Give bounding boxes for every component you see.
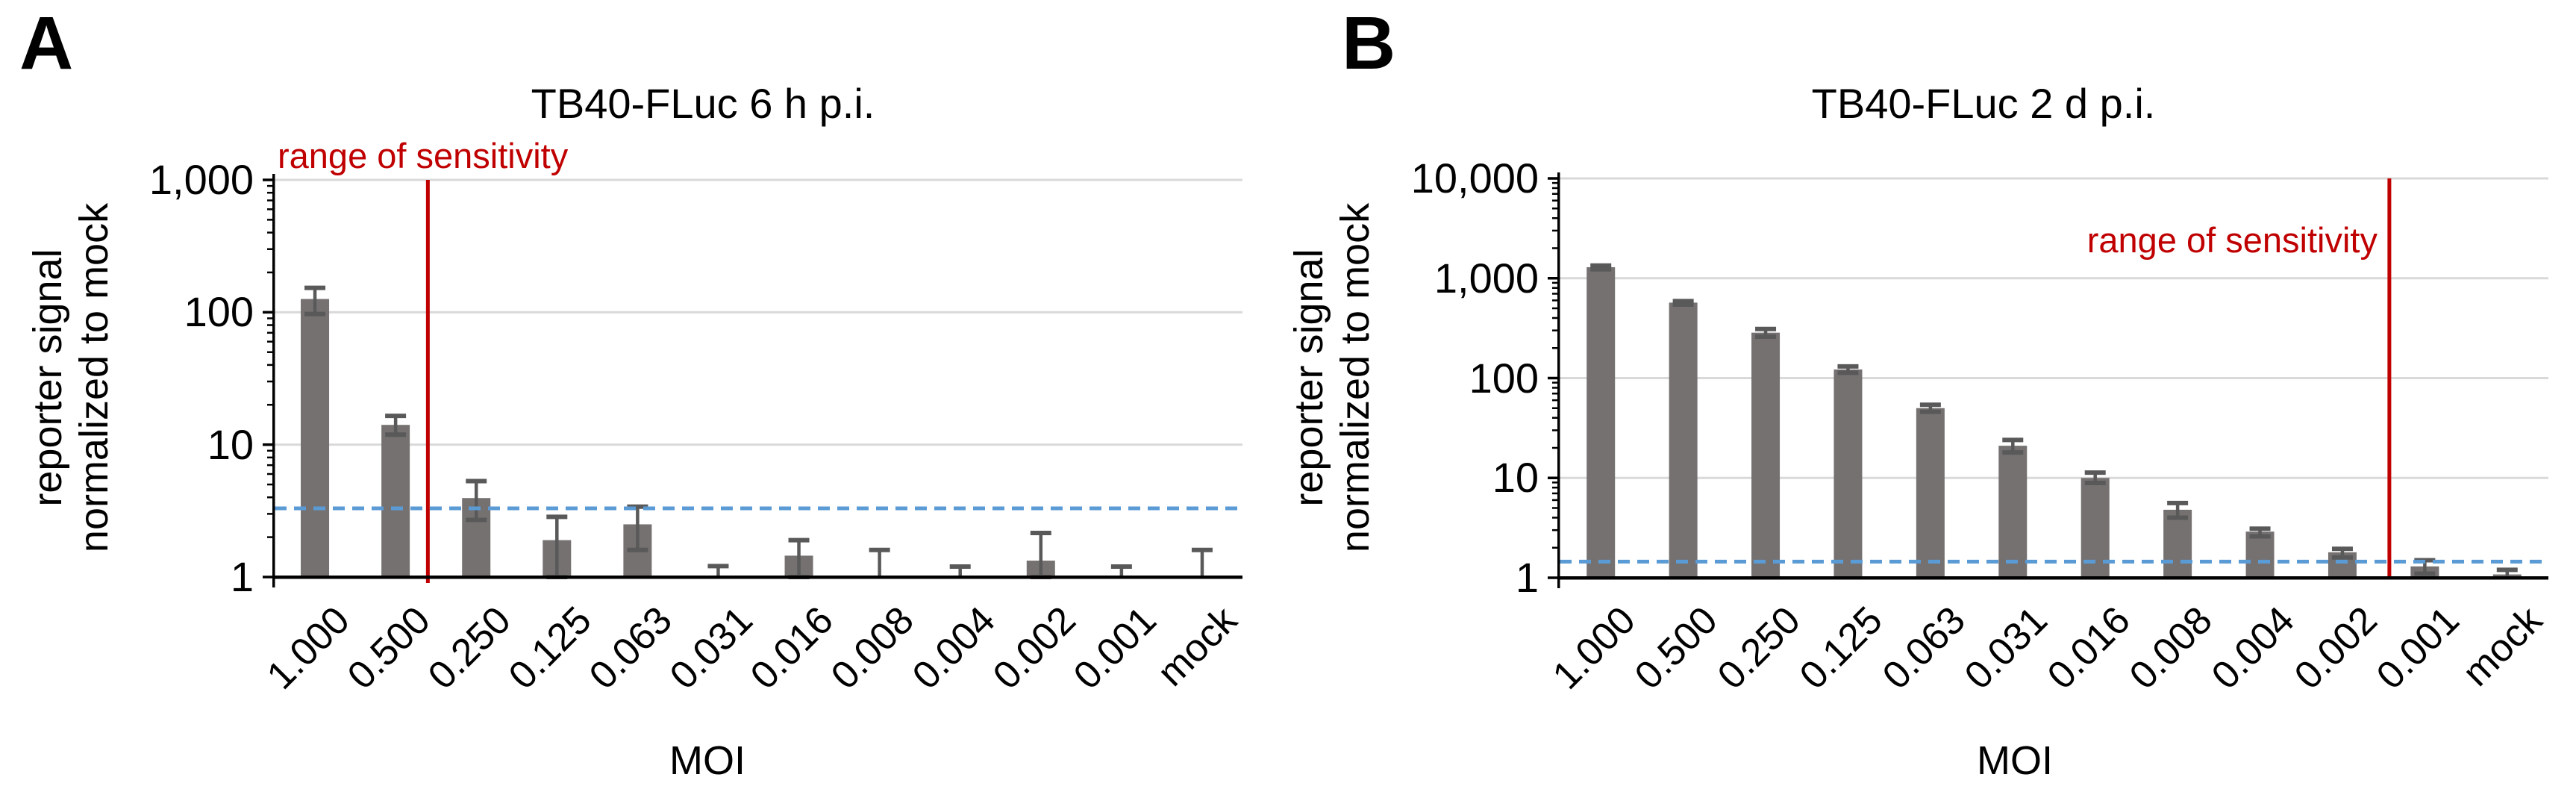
panel-b-bar-0.125 [1833, 369, 1863, 578]
panel-b-title: TB40-FLuc 2 d p.i. [1811, 80, 2156, 127]
panel-a-bar-1.000 [301, 299, 330, 577]
panel-a-x-axis-title: MOI [669, 738, 745, 783]
panel-b-letter: B [1342, 1, 1396, 85]
panel-a-gridline-1,000 [275, 178, 1242, 181]
panel-b-y-axis-label-line1: reporter signal [1287, 249, 1331, 507]
panel-b-bar-1.000 [1586, 266, 1616, 578]
panel-b-y-tick-label-10: 10 [1492, 454, 1539, 502]
panel-b-x-axis-line [1557, 576, 2548, 580]
panel-a-bar-0.500 [381, 425, 410, 577]
panel-b-gridline-100 [1560, 377, 2548, 379]
panel-b-y-tick-label-1: 1 [1515, 554, 1539, 601]
panel-b-gridline-10,000 [1560, 177, 2548, 180]
panel-a-gridline-100 [275, 311, 1242, 314]
panel-b-bar-0.004 [2245, 531, 2275, 578]
panel-a-y-tick-label-1: 1 [230, 553, 254, 600]
panel-b-y-tick-label-1,000: 1,000 [1434, 254, 1539, 302]
panel-b-bar-0.500 [1669, 302, 1698, 578]
panel-b-bar-0.250 [1751, 332, 1781, 578]
panel-a-x-axis-line [272, 576, 1242, 579]
panel-a-range-of-sensitivity-label: range of sensitivity [278, 136, 569, 175]
panel-a-y-tick-label-10: 10 [207, 420, 254, 468]
panel-b-bar-0.063 [1916, 408, 1945, 578]
panel-b-bar-0.031 [1998, 446, 2028, 578]
panel-b-y-tick-label-10,000: 10,000 [1410, 155, 1539, 202]
panel-b-y-axis-line [1557, 172, 1560, 588]
panel-b-gridline-10 [1560, 476, 2548, 479]
panel-a-title: TB40-FLuc 6 h p.i. [531, 80, 875, 127]
panel-a-gridline-10 [275, 443, 1242, 446]
panel-b-bar-0.008 [2163, 509, 2192, 578]
panel-a-y-tick-label-1,000: 1,000 [149, 156, 254, 203]
panel-b-gridline-1,000 [1560, 277, 2548, 280]
panel-b-y-tick-label-100: 100 [1469, 354, 1539, 402]
panel-a-y-tick-label-100: 100 [184, 288, 254, 336]
panel-b-range-of-sensitivity-label: range of sensitivity [2086, 220, 2378, 260]
panel-a-letter: A [19, 1, 74, 85]
panel-b-x-axis-title: MOI [1977, 738, 2053, 783]
